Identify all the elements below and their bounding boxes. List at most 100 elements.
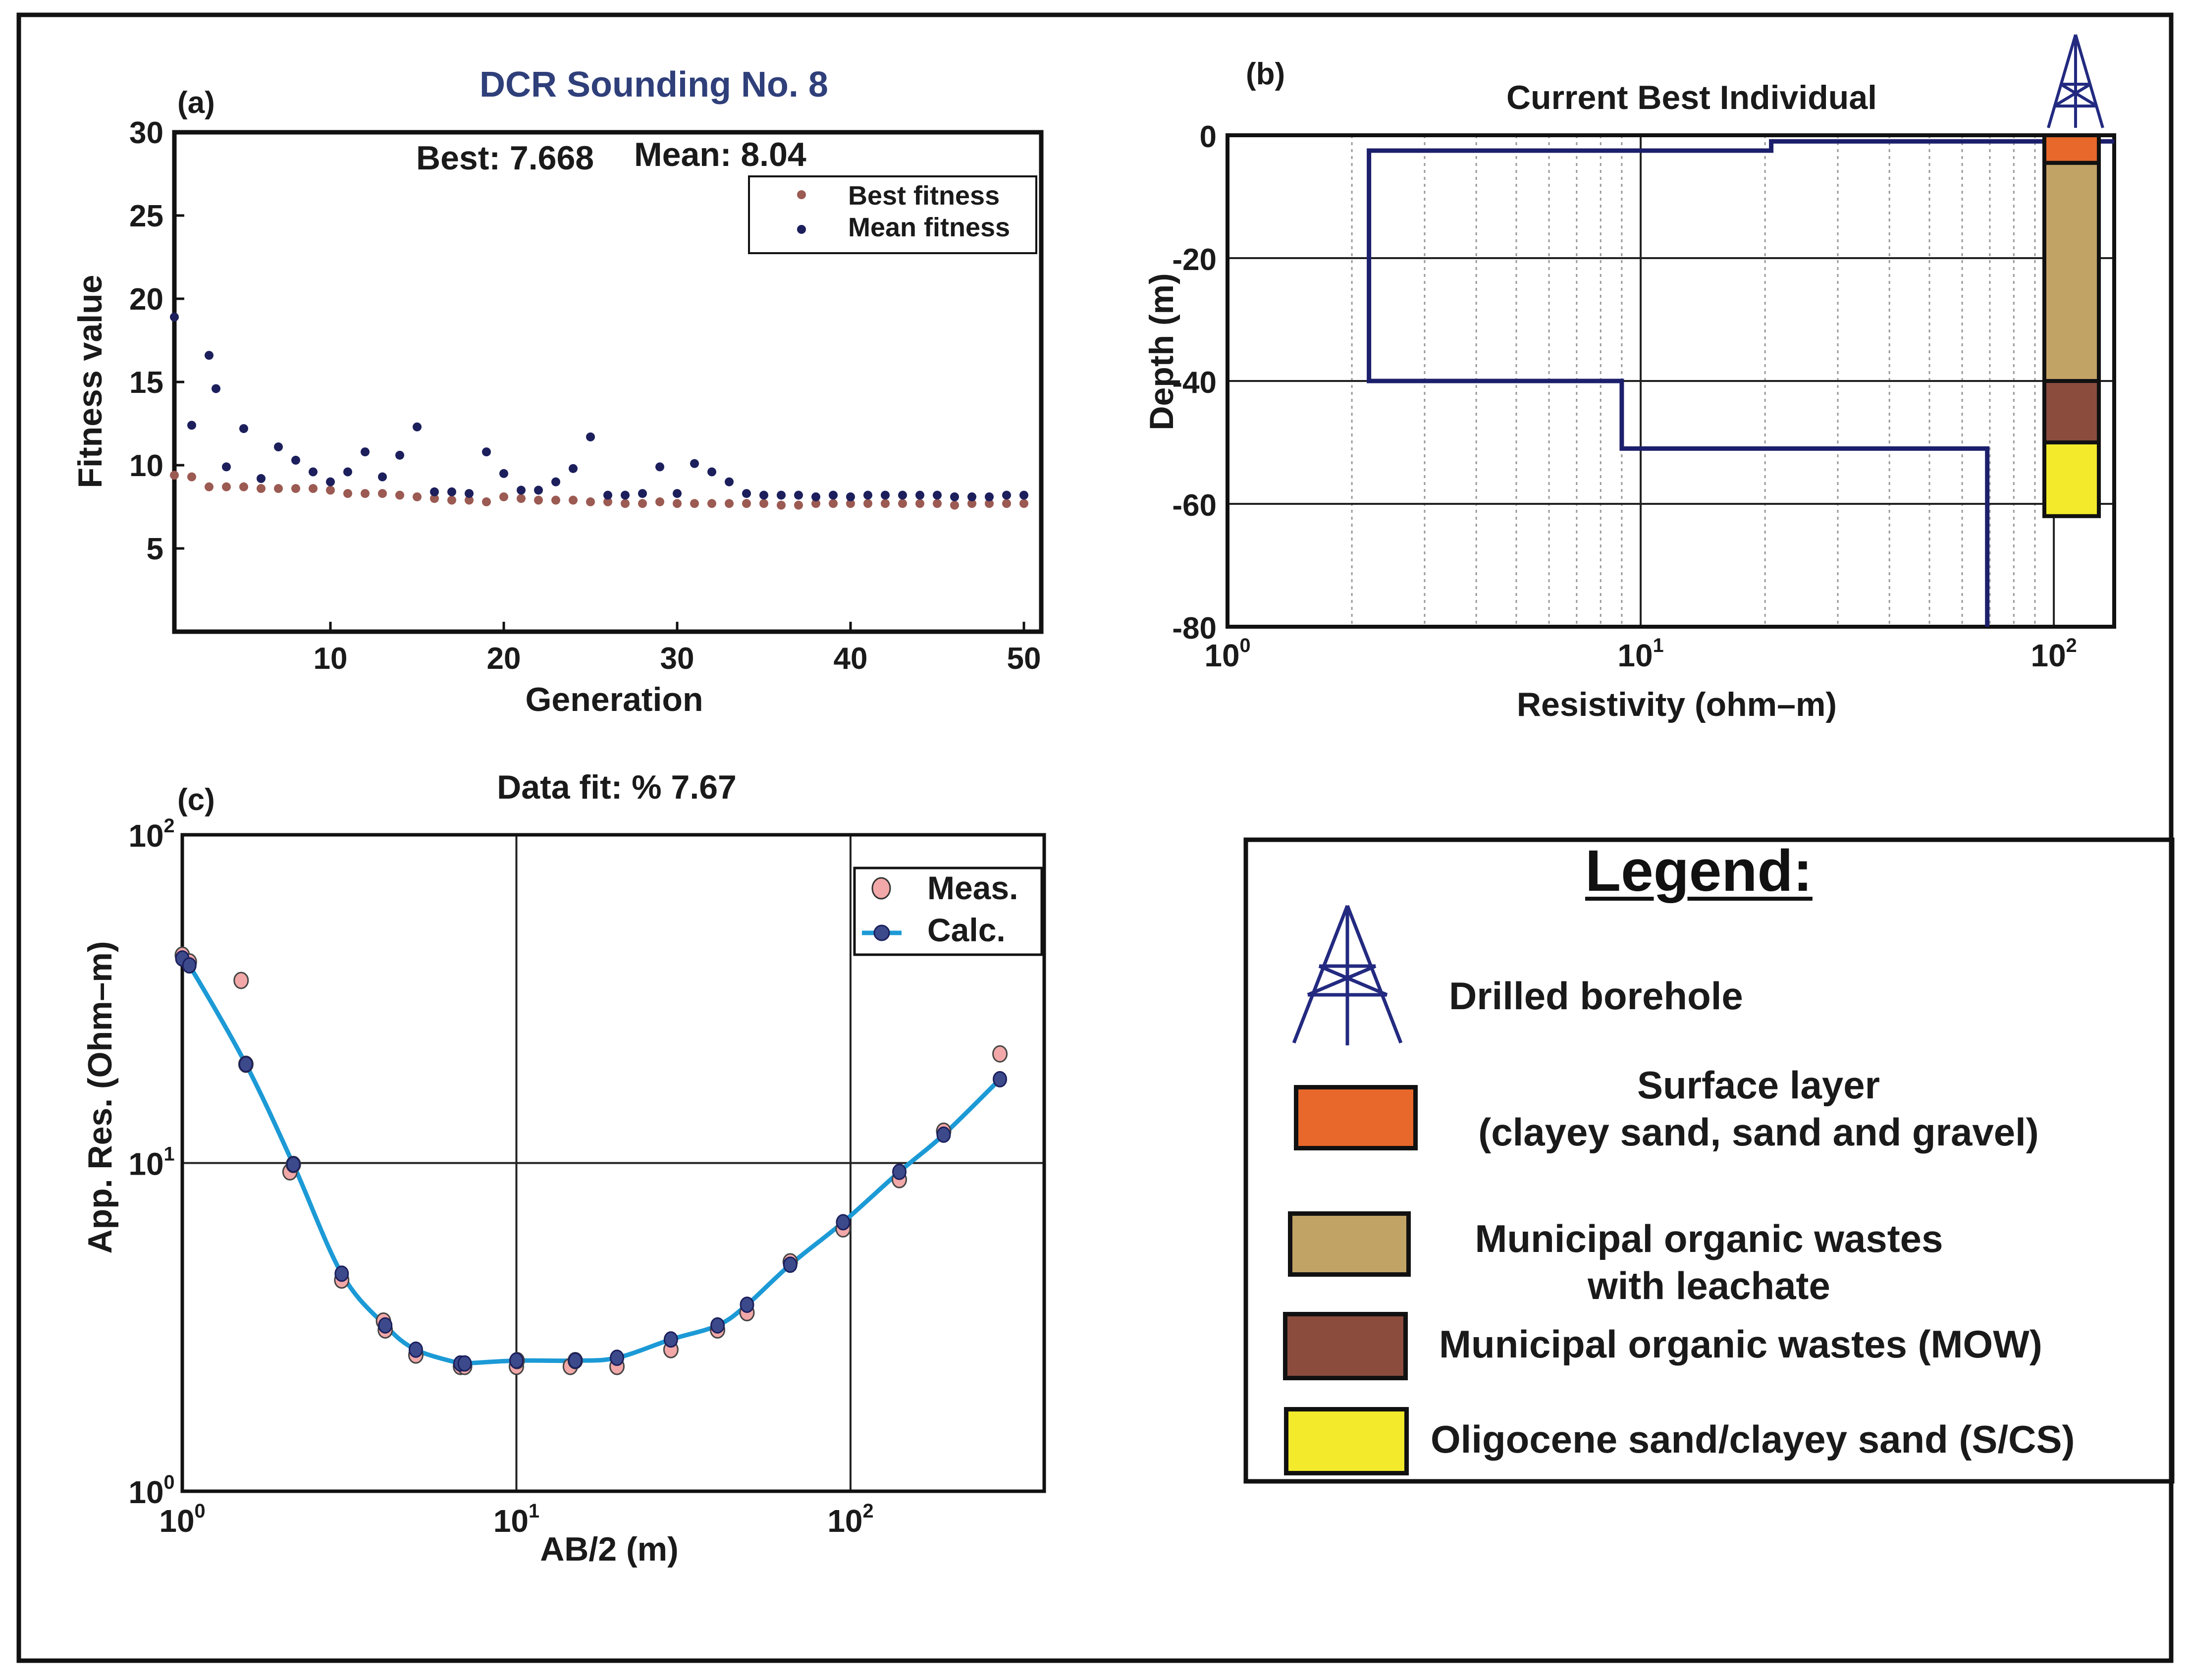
panel-b-xtick-label: 102 — [2030, 635, 2077, 673]
panel-c-legend-label-calc: Calc. — [927, 912, 1006, 948]
panel-c-ylabel: App. Res. (Ohm–m) — [81, 941, 119, 1254]
panel-c-ytick-label: 101 — [128, 1143, 174, 1182]
panel-a-label: (a) — [177, 86, 215, 120]
panel-a-mean-point — [707, 467, 716, 477]
panel-b-column-layer-wastes_leachate — [2042, 161, 2101, 383]
panel-a-best-point — [1019, 499, 1028, 508]
panel-c-calc-point — [710, 1317, 725, 1334]
panel-a-best-point — [759, 499, 768, 508]
panel-a-mean-point — [863, 490, 872, 500]
legend-derrick-icon — [1292, 905, 1403, 1045]
panel-a-best-point — [378, 489, 387, 498]
panel-a-mean-point — [413, 422, 422, 432]
panel-a-xtick-label: 20 — [487, 642, 521, 676]
panel-a-mean-point — [638, 489, 647, 498]
panel-a-best-point — [690, 499, 699, 508]
panel-a-mean-point — [482, 447, 491, 457]
panel-a-best-point — [603, 497, 612, 506]
legend-swatch-mow — [1283, 1312, 1408, 1380]
panel-a-mean-point — [1002, 490, 1011, 500]
panel-c-calc-point — [783, 1256, 798, 1273]
panel-a-xlabel: Generation — [526, 681, 703, 718]
panel-a-best-point — [205, 482, 214, 491]
panel-c-xtick-label: 102 — [827, 1500, 873, 1539]
panel-c-calc-point — [568, 1352, 583, 1369]
panel-c-calc-curve — [180, 953, 1002, 1367]
legend-item-wastes-line1: Municipal organic wastes — [1475, 1217, 1943, 1260]
panel-c-calc-point — [836, 1214, 851, 1231]
panel-c-legend-label-meas: Meas. — [927, 869, 1018, 906]
panel-a-mean-point — [291, 455, 300, 465]
panel-a-best-point — [222, 482, 231, 491]
panel-a-mean-point — [499, 469, 508, 478]
panel-a-ylabel: Fitness value — [71, 275, 109, 488]
panel-b-model-line — [1367, 139, 2114, 627]
panel-a-mean-point — [586, 432, 595, 441]
panel-a-ytick-label: 20 — [129, 282, 163, 317]
panel-a-best-point — [187, 472, 196, 482]
panel-b-column-layer-surface — [2042, 133, 2101, 165]
panel-a-xtick-label: 40 — [834, 642, 868, 676]
panel-a-mean-point — [621, 490, 630, 500]
panel-c-points — [174, 946, 1008, 1375]
panel-a-mean-point — [829, 490, 838, 500]
panel-c-calc-point — [663, 1331, 678, 1348]
panel-a-best-point — [569, 495, 578, 505]
panel-a-xtick-label: 10 — [314, 642, 348, 676]
panel-c-meas-point — [992, 1045, 1008, 1063]
panel-a-mean-point — [187, 421, 196, 430]
panel-a-mean-point — [794, 490, 803, 500]
panel-a-best-point — [413, 492, 422, 501]
legend-borehole-label: Drilled borehole — [1449, 974, 1743, 1018]
panel-a-legend-label-mean: Mean fitness — [848, 213, 1010, 242]
panel-a-best-point — [915, 499, 924, 508]
panel-c-calc-point — [740, 1297, 754, 1313]
panel-a-mean-point — [343, 467, 352, 477]
panel-c-plot-frame — [180, 833, 1046, 1493]
panel-a-mean-point — [881, 490, 890, 500]
panel-a-best-point — [586, 497, 595, 506]
panel-a-best-point — [933, 499, 942, 508]
panel-a-mean-point — [205, 351, 214, 360]
panel-c-calc-point — [457, 1355, 472, 1372]
panel-a-mean-point — [742, 489, 751, 498]
panel-b-xtick-label: 101 — [1617, 635, 1663, 673]
panel-a-best-point — [499, 492, 508, 501]
panel-a-best-point — [898, 499, 907, 508]
panel-c-calc-point — [182, 957, 197, 974]
panel-c-calc-point — [892, 1163, 907, 1180]
panel-a-best-point — [395, 490, 404, 500]
panel-a-ytick-label: 10 — [129, 449, 163, 483]
legend-swatch-wastes-leachate — [1288, 1211, 1411, 1277]
panel-c-meas-point — [233, 972, 249, 989]
panel-a-mean-point — [447, 487, 456, 496]
panel-a-mean-point — [378, 472, 387, 482]
panel-a-best-point — [985, 499, 994, 508]
panel-a-mean-point — [1019, 490, 1028, 500]
panel-a-title: DCR Sounding No. 8 — [480, 65, 828, 105]
panel-a-best-point — [309, 484, 318, 493]
panel-b-grid — [1228, 135, 2114, 627]
panel-a-legend-marker-mean — [797, 225, 806, 234]
panel-c-calc-point — [286, 1156, 301, 1173]
panel-b-label: (b) — [1246, 57, 1285, 91]
legend-swatch-surface — [1294, 1085, 1418, 1150]
panel-a-mean-point — [985, 492, 994, 501]
legend-item-oligocene: Oligocene sand/clayey sand (S/CS) — [1431, 1417, 2075, 1461]
panel-a-best-point — [465, 495, 474, 505]
panel-c-xtick-label: 100 — [159, 1500, 205, 1539]
panel-a-mean-point — [257, 474, 266, 483]
panel-a-best-point — [673, 499, 682, 508]
legend-item-wastes-line2: with leachate — [1588, 1264, 1830, 1307]
legend-item-mow: Municipal organic wastes (MOW) — [1439, 1322, 2042, 1366]
panel-a-best-point — [638, 499, 647, 508]
panel-a-mean-point — [967, 492, 976, 501]
panel-c-calc-point — [610, 1350, 625, 1366]
panel-a-best-point — [291, 484, 300, 493]
panel-a-mean-point — [655, 462, 664, 472]
panel-b-ytick-label: -80 — [1172, 611, 1217, 646]
panel-a-mean-point — [690, 459, 699, 468]
panel-a-best-point — [725, 499, 734, 508]
